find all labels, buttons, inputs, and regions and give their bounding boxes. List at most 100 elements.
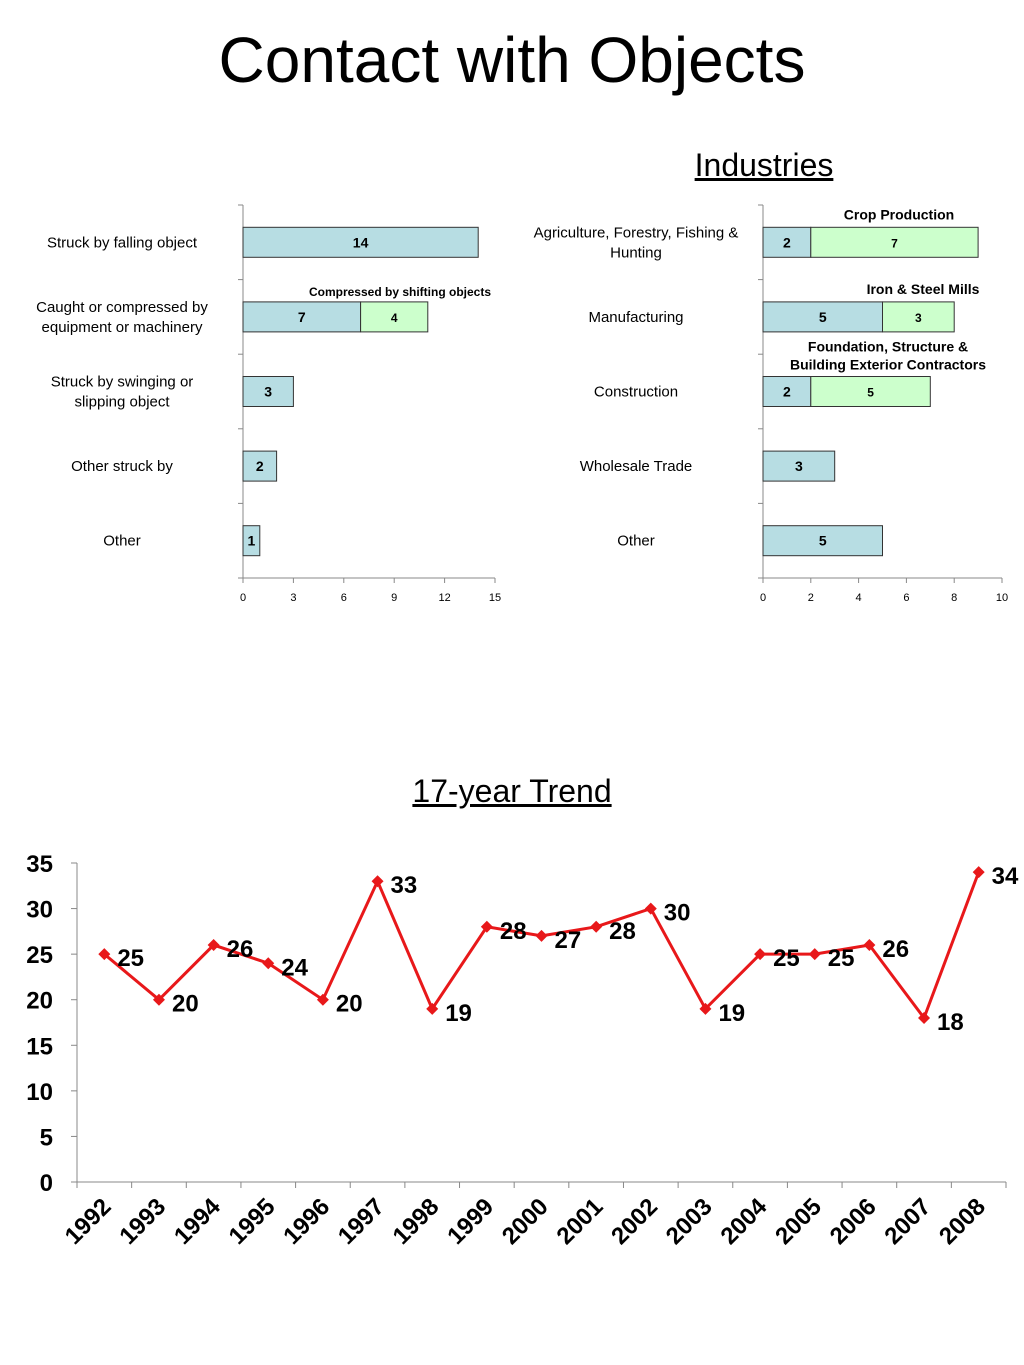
x-tick-label: 2001 — [552, 1193, 609, 1250]
data-point — [371, 875, 384, 888]
data-point — [808, 948, 821, 961]
data-label: 20 — [336, 991, 363, 1018]
x-tick-label: 1994 — [169, 1193, 226, 1250]
category-label: Agriculture, Forestry, Fishing & Hunting — [534, 224, 739, 261]
annotation-label: Foundation, Structure & Building Exterior… — [790, 339, 986, 373]
data-label: 25 — [828, 945, 855, 972]
bar-segment — [242, 525, 261, 557]
x-tick-label: 1998 — [388, 1193, 445, 1250]
industries-chart-title: Industries — [694, 147, 834, 183]
data-point — [863, 939, 876, 952]
data-label: 27 — [555, 927, 582, 954]
category-label: Caught or compressed by equipment or mach… — [36, 299, 208, 336]
x-tick-label: 2000 — [497, 1193, 554, 1250]
x-tick-label: 4 — [856, 592, 862, 604]
x-tick-label: 3 — [290, 592, 296, 604]
data-label: 28 — [609, 918, 636, 945]
data-label: 34 — [992, 863, 1019, 890]
data-point — [262, 957, 275, 970]
bar-segment — [242, 226, 479, 258]
data-point — [754, 948, 767, 961]
x-tick-label: 2 — [808, 592, 814, 604]
category-label: Construction — [594, 384, 678, 401]
x-tick-label: 2004 — [715, 1193, 772, 1250]
x-tick-label: 1992 — [60, 1193, 117, 1250]
x-tick-label: 2005 — [770, 1193, 827, 1250]
bar-segment — [762, 450, 836, 482]
x-tick-label: 6 — [341, 592, 347, 604]
x-tick-label: 8 — [951, 592, 957, 604]
bar-value-label: 1 — [248, 533, 256, 549]
x-tick-label: 0 — [240, 592, 246, 604]
data-point — [316, 993, 329, 1006]
x-tick-label: 2006 — [825, 1193, 882, 1250]
x-tick-label: 2007 — [879, 1193, 936, 1250]
data-point — [644, 902, 657, 915]
bar-value-label: 5 — [867, 386, 874, 400]
bar-value-label: 2 — [783, 384, 791, 400]
category-label: Other — [103, 533, 141, 550]
data-point — [699, 1002, 712, 1015]
bar-value-label: 5 — [819, 309, 827, 325]
annotation-label: Crop Production — [844, 206, 954, 222]
data-label: 33 — [391, 872, 418, 899]
bar-value-label: 5 — [819, 533, 827, 549]
annotation-label: Compressed by shifting objects — [309, 285, 491, 299]
x-tick-label: 15 — [489, 592, 501, 604]
bar-value-label: 2 — [783, 234, 791, 250]
x-tick-label: 1995 — [224, 1193, 281, 1250]
data-point — [918, 1011, 931, 1024]
y-tick-label: 5 — [40, 1124, 53, 1151]
y-tick-label: 10 — [26, 1079, 53, 1106]
data-label: 18 — [937, 1009, 964, 1036]
bar-value-label: 3 — [915, 311, 922, 325]
data-point — [426, 1002, 439, 1015]
data-label: 26 — [882, 936, 909, 963]
bar-segment — [242, 450, 278, 482]
bar-segment — [242, 301, 362, 333]
data-point — [972, 866, 985, 879]
data-point — [590, 920, 603, 933]
x-tick-label: 1996 — [278, 1193, 335, 1250]
x-tick-label: 6 — [903, 592, 909, 604]
y-tick-label: 35 — [26, 851, 53, 878]
bar-segment — [762, 376, 812, 407]
data-label: 25 — [117, 945, 144, 972]
bar-value-label: 4 — [391, 311, 398, 325]
x-tick-label: 2003 — [661, 1193, 718, 1250]
bar-segment — [810, 376, 931, 407]
y-tick-label: 25 — [26, 942, 53, 969]
bar-value-label: 2 — [256, 458, 264, 474]
annotation-label: Iron & Steel Mills — [867, 281, 980, 297]
category-label: Manufacturing — [588, 309, 683, 326]
trend-chart-title: 17-year Trend — [412, 773, 612, 809]
category-label: Other — [617, 533, 655, 550]
data-label: 25 — [773, 945, 800, 972]
bar-value-label: 3 — [795, 458, 803, 474]
data-point — [535, 929, 548, 942]
data-label: 26 — [227, 936, 254, 963]
bar-segment — [882, 301, 955, 333]
data-label: 19 — [718, 1000, 745, 1027]
data-point — [207, 939, 220, 952]
y-tick-label: 0 — [40, 1170, 53, 1197]
bar-segment — [762, 301, 883, 333]
data-point — [98, 948, 111, 961]
bar-segment — [242, 376, 294, 407]
x-tick-label: 2008 — [934, 1193, 991, 1250]
x-tick-label: 2002 — [606, 1193, 663, 1250]
x-tick-label: 1997 — [333, 1193, 390, 1250]
y-tick-label: 30 — [26, 897, 53, 924]
x-tick-label: 12 — [438, 592, 450, 604]
bar-value-label: 7 — [891, 236, 898, 250]
bar-segment — [762, 226, 812, 258]
bar-segment — [360, 301, 429, 333]
category-label: Struck by swinging or slipping object — [51, 374, 194, 411]
bar-value-label: 14 — [353, 234, 369, 250]
bar-value-label: 7 — [298, 309, 306, 325]
data-point — [152, 993, 165, 1006]
y-tick-label: 15 — [26, 1033, 53, 1060]
